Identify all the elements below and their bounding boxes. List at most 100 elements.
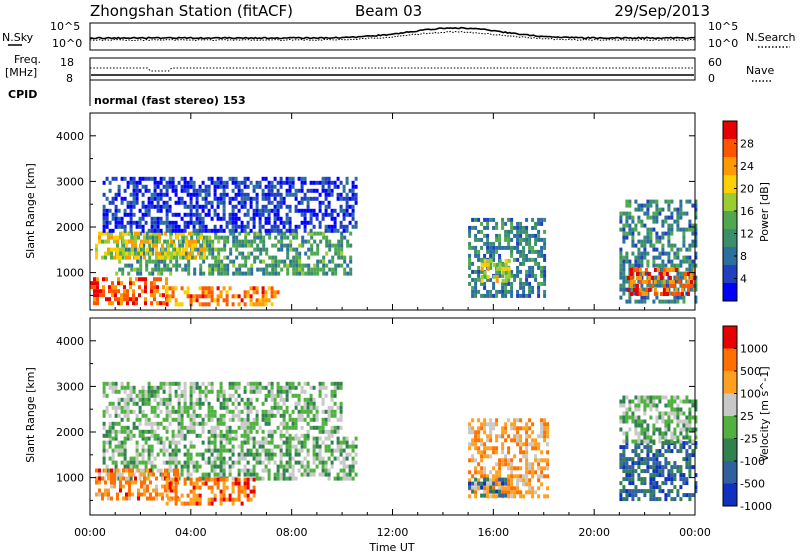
heatmap-cell	[207, 448, 211, 453]
heatmap-cell	[204, 286, 208, 291]
heatmap-cell	[498, 489, 502, 494]
heatmap-cell	[519, 233, 523, 238]
heatmap-cell	[126, 464, 130, 469]
heatmap-cell	[316, 267, 320, 272]
heatmap-cell	[279, 220, 283, 225]
heatmap-cell	[301, 243, 305, 248]
heatmap-cell	[204, 188, 208, 193]
heatmap-cell	[468, 261, 472, 266]
heatmap-cell	[267, 184, 271, 189]
heatmap-cell	[492, 245, 496, 250]
heatmap-cell	[631, 239, 635, 244]
colorbar-segment	[723, 175, 737, 194]
heatmap-cell	[235, 271, 239, 276]
heatmap-cell	[658, 465, 662, 470]
heatmap-cell	[201, 302, 205, 307]
heatmap-cell	[141, 184, 145, 189]
heatmap-cell	[157, 259, 161, 264]
heatmap-cell	[330, 397, 334, 402]
heatmap-cell	[525, 225, 529, 230]
heatmap-cell	[213, 472, 217, 477]
heatmap-cell	[340, 243, 344, 248]
heatmap-cell	[477, 253, 481, 258]
heatmap-cell	[249, 381, 253, 386]
heatmap-cell	[664, 497, 668, 502]
heatmap-cell	[174, 433, 178, 438]
heatmap-cell	[519, 221, 523, 226]
heatmap-cell	[144, 176, 148, 181]
heatmap-cell	[219, 501, 223, 506]
heatmap-cell	[531, 430, 535, 435]
heatmap-cell	[186, 472, 190, 477]
heatmap-cell	[231, 220, 235, 225]
heatmap-cell	[159, 468, 163, 473]
heatmap-cell	[519, 418, 523, 423]
heatmap-cell	[274, 255, 278, 260]
heatmap-cell	[510, 482, 514, 487]
heatmap-cell	[145, 259, 149, 264]
heatmap-cell	[483, 442, 487, 447]
heatmap-cell	[126, 476, 130, 481]
heatmap-cell	[117, 188, 121, 193]
heatmap-cell	[264, 228, 268, 233]
heatmap-cell	[670, 411, 674, 416]
heatmap-cell	[225, 497, 229, 502]
heatmap-cell	[114, 409, 118, 414]
heatmap-cell	[210, 286, 214, 291]
heatmap-cell	[138, 417, 142, 422]
heatmap-cell	[261, 204, 265, 209]
heatmap-cell	[129, 297, 132, 302]
heatmap-cell	[312, 456, 316, 461]
heatmap-cell	[222, 472, 226, 477]
heatmap-cell	[174, 409, 178, 414]
heatmap-cell	[273, 476, 277, 481]
heatmap-cell	[658, 449, 662, 454]
heatmap-cell	[682, 427, 686, 432]
heatmap-cell	[694, 223, 698, 228]
heatmap-cell	[282, 401, 286, 406]
heatmap-cell	[180, 421, 184, 426]
heatmap-cell	[540, 426, 544, 431]
heatmap-cell	[216, 481, 220, 486]
heatmap-cell	[180, 188, 184, 193]
heatmap-cell	[156, 228, 160, 233]
heatmap-cell	[694, 431, 698, 436]
heatmap-cell	[107, 251, 110, 256]
heatmap-cell	[291, 417, 295, 422]
heatmap-cell	[207, 208, 211, 213]
heatmap-cell	[647, 280, 651, 284]
heatmap-cell	[351, 224, 355, 229]
heatmap-cell	[327, 204, 331, 209]
heatmap-cell	[153, 281, 156, 286]
heatmap-cell	[237, 381, 241, 386]
heatmap-cell	[228, 417, 232, 422]
heatmap-cell	[208, 267, 212, 272]
heatmap-cell	[303, 405, 307, 410]
heatmap-cell	[513, 277, 517, 282]
heatmap-cell	[250, 251, 254, 256]
heatmap-cell	[662, 272, 666, 276]
heatmap-cell	[670, 489, 674, 494]
heatmap-cell	[522, 225, 526, 230]
heatmap-cell	[492, 274, 496, 279]
heatmap-cell	[168, 485, 172, 490]
heatmap-cell	[262, 271, 266, 276]
heatmap-cell	[267, 192, 271, 197]
colorbar-segment	[723, 247, 737, 266]
heatmap-cell	[113, 255, 116, 260]
heatmap-cell	[177, 425, 181, 430]
heatmap-cell	[625, 415, 629, 420]
heatmap-cell	[210, 294, 214, 299]
heatmap-cell	[244, 271, 248, 276]
heatmap-cell	[116, 247, 119, 252]
heatmap-cell	[261, 409, 265, 414]
heatmap-cell	[147, 188, 151, 193]
heatmap-cell	[670, 199, 674, 204]
heatmap-cell	[474, 293, 478, 298]
heatmap-cell	[522, 245, 526, 250]
heatmap-cell	[116, 472, 119, 477]
heatmap-cell	[619, 267, 623, 272]
heatmap-cell	[216, 298, 220, 303]
heatmap-cell	[237, 393, 241, 398]
heatmap-cell	[646, 215, 650, 220]
